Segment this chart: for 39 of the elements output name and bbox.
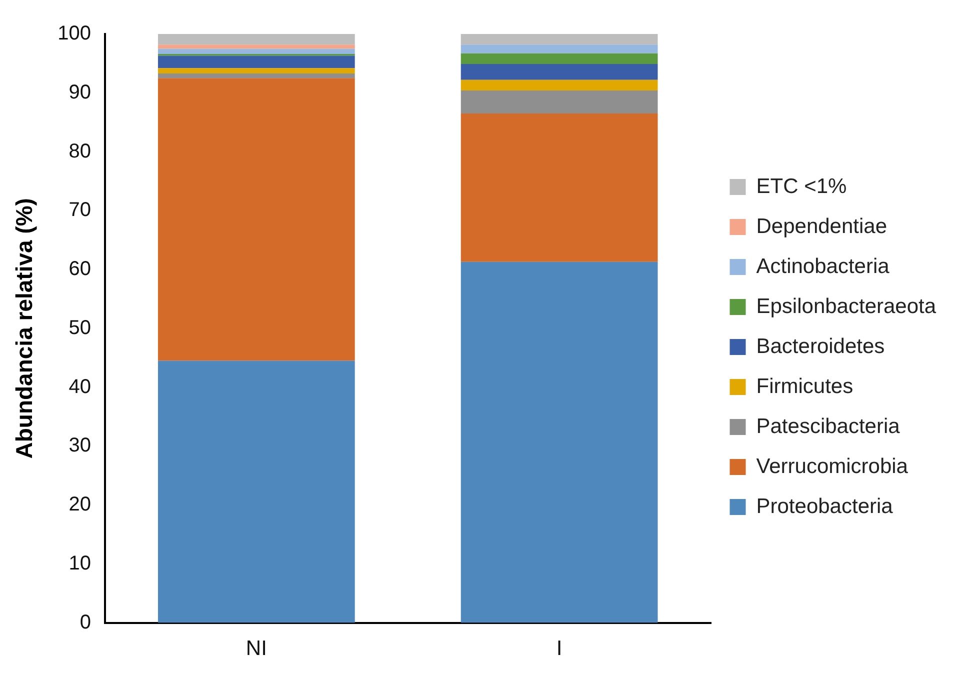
bar [158,73,355,78]
x-tick-label: NI [246,637,267,660]
y-tick-label: 50 [68,316,91,339]
bar [158,78,355,361]
bar [460,80,658,91]
y-axis-title: Abundancia relativa (%) [11,198,38,459]
bar [460,64,658,80]
x-tick-label: I [556,637,562,660]
bar [158,56,355,68]
legend-label: Bacteroidetes [756,334,885,358]
y-tick-label: 100 [58,22,91,45]
legend-label: Patescibacteria [756,414,900,438]
bar [158,68,355,74]
y-tick-label: 40 [68,376,91,398]
bar [158,34,355,45]
bar [460,90,658,114]
y-tick-label: 10 [68,552,91,574]
y-tick-label: 0 [80,611,91,634]
y-tick-label: 20 [68,494,91,516]
bar [460,262,658,623]
bar [158,48,355,54]
legend-label: Proteobacteria [756,494,894,518]
y-tick-label: 30 [68,434,91,457]
legend-label: Epsilonbacteraeota [756,294,936,318]
bar [158,44,355,49]
legend-label: Firmicutes [756,374,854,398]
legend-label: Dependentiae [756,214,888,238]
bar [460,113,658,262]
bar [460,34,658,45]
legend-label: Verrucomicrobia [756,454,908,478]
bar [460,44,658,54]
bar [460,53,658,64]
bar [158,360,355,623]
legend-label: ETC <1% [756,174,847,198]
legend-label: Actinobacteria [756,254,890,278]
y-tick-label: 80 [68,140,91,162]
y-tick-label: 90 [68,81,91,104]
y-tick-label: 60 [68,258,91,280]
y-tick-label: 70 [68,199,91,222]
